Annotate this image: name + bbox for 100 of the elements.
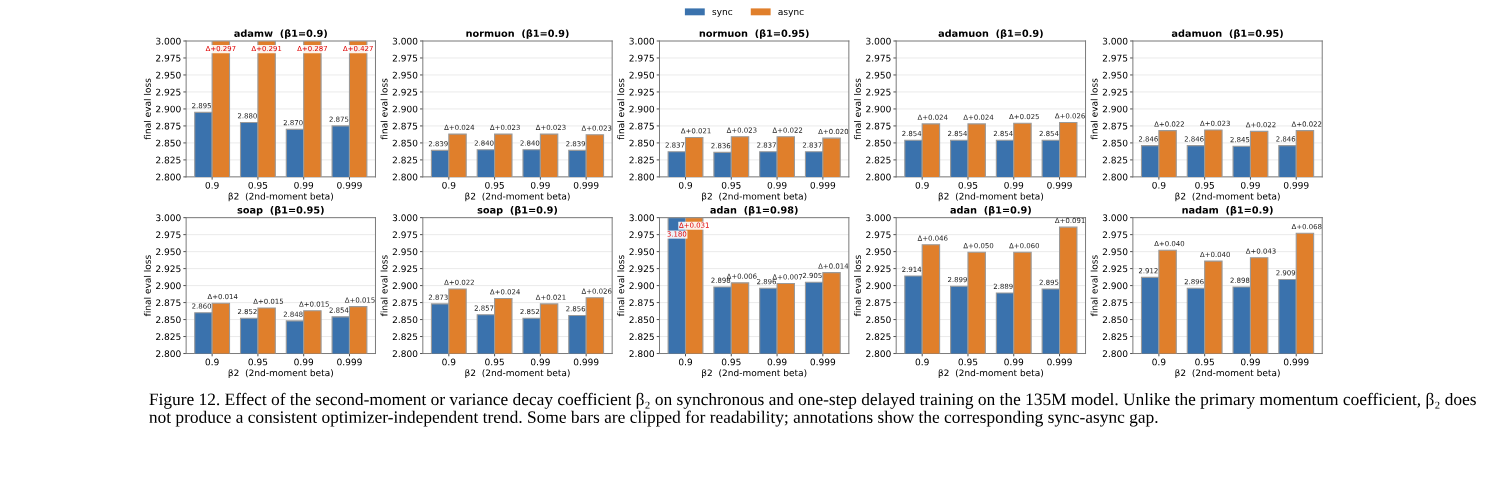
x-axis-title: β2 (2nd-moment beta)	[938, 192, 1044, 202]
y-tick-label: 2.875	[629, 122, 654, 130]
y-tick-label: 2.900	[1102, 282, 1128, 290]
y-tick-label: 2.875	[1102, 122, 1128, 130]
y-axis-title: final eval loss	[853, 255, 861, 317]
y-tick-label: 2.925	[156, 88, 181, 96]
y-tick-label: 2.825	[1102, 333, 1128, 341]
y-tick-label: 2.900	[629, 105, 655, 113]
x-tick-label: 0.9	[442, 358, 456, 366]
x-tick-label: 0.9	[915, 181, 929, 189]
y-tick-label: 2.950	[392, 71, 418, 79]
y-tick-label: 2.800	[1102, 173, 1128, 181]
y-tick-label: 2.975	[866, 231, 891, 239]
y-axis-title: final eval loss	[380, 255, 388, 317]
y-tick-label: 2.900	[629, 282, 655, 290]
y-tick-label: 2.950	[156, 248, 181, 256]
y-tick-label: 2.925	[629, 88, 654, 96]
x-tick-label: 0.95	[485, 358, 504, 366]
y-tick-label: 2.950	[156, 71, 181, 79]
x-tick-label: 0.99	[1004, 181, 1024, 189]
x-tick-label: 0.95	[485, 181, 504, 189]
y-tick-label: 2.850	[392, 316, 418, 324]
y-tick-label: 2.800	[392, 350, 418, 358]
x-tick-label: 0.99	[1004, 358, 1024, 366]
y-tick-label: 3.000	[629, 37, 655, 45]
y-tick-label: 2.825	[392, 156, 418, 164]
y-tick-label: 2.975	[392, 54, 418, 62]
y-tick-label: 2.950	[866, 248, 891, 256]
y-tick-label: 2.825	[392, 333, 418, 341]
x-tick-label: 0.9	[205, 181, 219, 189]
y-tick-label: 2.825	[866, 156, 891, 164]
chart-title: normuon (β1=0.95)	[699, 29, 809, 39]
y-tick-label: 2.875	[156, 122, 181, 130]
y-tick-label: 2.875	[156, 299, 181, 307]
x-axis-title: β2 (2nd-moment beta)	[1175, 192, 1280, 202]
x-tick-label: 0.99	[530, 358, 550, 366]
y-tick-label: 2.800	[392, 173, 418, 181]
y-tick-label: 2.925	[1102, 88, 1128, 96]
y-tick-label: 2.925	[1102, 265, 1128, 273]
y-tick-label: 2.850	[1102, 139, 1128, 147]
y-tick-label: 3.000	[156, 37, 181, 45]
chart-title: adamuon (β1=0.95)	[1171, 29, 1283, 39]
x-tick-label: 0.95	[248, 181, 268, 189]
x-tick-label: 0.95	[958, 181, 978, 189]
y-tick-label: 3.000	[156, 214, 181, 222]
x-axis-title: β2 (2nd-moment beta)	[465, 369, 570, 378]
x-axis-title: β2 (2nd-moment beta)	[1175, 369, 1280, 378]
x-tick-label: 0.95	[958, 358, 978, 366]
x-tick-label: 0.999	[1047, 181, 1072, 189]
y-tick-label: 2.850	[629, 316, 655, 324]
y-tick-label: 2.825	[156, 156, 181, 164]
y-tick-label: 2.800	[156, 173, 181, 181]
y-tick-label: 2.800	[629, 350, 655, 358]
y-tick-label: 2.975	[392, 231, 418, 239]
y-tick-label: 2.850	[156, 316, 181, 324]
y-tick-label: 2.825	[1102, 156, 1128, 164]
y-tick-label: 2.975	[156, 54, 181, 62]
y-tick-label: 2.825	[866, 333, 891, 341]
y-tick-label: 2.925	[866, 88, 891, 96]
y-axis-title: final eval loss	[380, 78, 388, 140]
y-axis-title: final eval loss	[617, 255, 625, 317]
chart-title: soap (β1=0.9)	[477, 205, 558, 216]
x-tick-label: 0.9	[915, 358, 929, 366]
y-tick-label: 2.925	[629, 265, 654, 273]
y-tick-label: 2.950	[1102, 248, 1128, 256]
y-axis-title: final eval loss	[853, 78, 861, 140]
x-tick-label: 0.99	[767, 181, 787, 189]
x-tick-label: 0.999	[573, 358, 599, 366]
y-tick-label: 2.975	[156, 231, 181, 239]
x-tick-label: 0.99	[1240, 358, 1260, 366]
legend-label: sync	[712, 9, 733, 17]
x-tick-label: 0.99	[1240, 181, 1260, 189]
x-axis-title: β2 (2nd-moment beta)	[228, 192, 333, 202]
y-tick-label: 2.825	[156, 333, 181, 341]
chart-title: adan (β1=0.9)	[950, 205, 1031, 216]
y-tick-label: 2.800	[156, 350, 181, 358]
x-tick-label: 0.999	[810, 358, 836, 366]
y-tick-label: 2.900	[1102, 105, 1128, 113]
x-tick-label: 0.95	[248, 358, 268, 366]
y-tick-label: 2.925	[156, 265, 181, 273]
x-tick-label: 0.9	[678, 181, 693, 189]
y-tick-label: 2.850	[392, 139, 418, 147]
x-tick-label: 0.999	[1047, 358, 1072, 366]
x-tick-label: 0.9	[442, 181, 456, 189]
y-tick-label: 3.000	[629, 214, 655, 222]
y-tick-label: 3.000	[392, 214, 418, 222]
x-tick-label: 0.999	[810, 181, 836, 189]
y-tick-label: 2.800	[866, 350, 891, 358]
y-tick-label: 2.900	[866, 105, 891, 113]
y-tick-label: 2.850	[1102, 316, 1128, 324]
chart-title: normuon (β1=0.9)	[466, 29, 569, 39]
y-tick-label: 2.950	[866, 71, 891, 79]
y-axis-title: final eval loss	[143, 78, 151, 140]
y-tick-label: 2.900	[866, 282, 891, 290]
y-tick-label: 2.950	[629, 71, 655, 79]
x-tick-label: 0.99	[294, 358, 314, 366]
y-tick-label: 3.000	[1102, 37, 1128, 45]
x-axis-title: β2 (2nd-moment beta)	[702, 192, 807, 202]
chart-title: soap (β1=0.95)	[237, 205, 324, 216]
y-tick-label: 2.800	[866, 173, 891, 181]
